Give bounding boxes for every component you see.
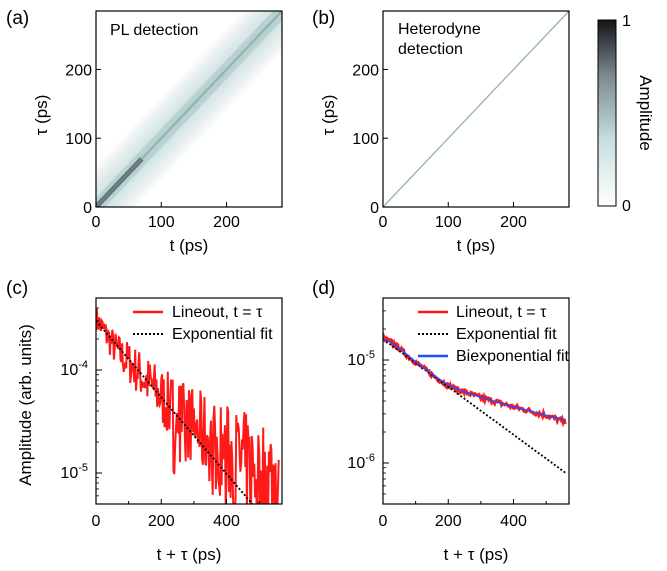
ytick-label-b: 100 — [352, 131, 379, 148]
ylabel-b: τ (ps) — [319, 95, 338, 136]
ytick-label-a: 200 — [65, 62, 92, 79]
ytick-label-a: 100 — [65, 131, 92, 148]
legend-c: Lineout, t = τ Exponential fit — [133, 304, 273, 343]
xtick-label-c: 0 — [92, 513, 101, 530]
legend-entry-lineout-c: Lineout, t = τ — [172, 304, 263, 321]
colorbar-tick-low: 0 — [622, 198, 631, 215]
panel-label-c: (c) — [6, 278, 28, 299]
series-biexpfit-d — [383, 338, 566, 422]
heatmap-title-b-line1: Heterodyne — [398, 21, 481, 38]
ytick-label-d: 10-5 — [347, 349, 375, 369]
diagonal-b — [383, 11, 569, 207]
plot-frame-a — [95, 10, 283, 208]
series-expfit-d — [383, 338, 567, 474]
heatmap-diagonal-a — [96, 11, 282, 207]
panel-a: (a) PL detection 0 100 200 0 100 200 t (ps) τ… — [6, 8, 283, 255]
xtick-label-c: 400 — [213, 513, 240, 530]
xtick-label-c: 200 — [148, 513, 175, 530]
xtick-label-b: 100 — [435, 214, 462, 231]
panel-d: (d) 0 200 400 10-5 10-6 Lineout, t = τ Expon… — [312, 278, 570, 564]
heatmap-title-b-line2: detection — [398, 41, 463, 58]
heatmap-b — [383, 11, 569, 207]
xtick-label-a: 200 — [213, 214, 240, 231]
panel-label-d: (d) — [312, 278, 335, 299]
colorbar-gradient — [597, 19, 617, 207]
panel-c: (c) 0 200 400 10-4 10-5 Lineout, t = τ Expon… — [6, 278, 283, 564]
panel-label-b: (b) — [312, 8, 335, 29]
heatmap-a — [96, 11, 282, 207]
colorbar-tick-high: 1 — [622, 13, 631, 30]
colorbar: 1 0 Amplitude — [597, 13, 655, 215]
ytick-label-b: 200 — [352, 62, 379, 79]
xtick-label-b: 0 — [379, 214, 388, 231]
plot-frame-b — [382, 10, 570, 208]
legend-entry-biexpfit-d: Biexponential fit — [456, 348, 570, 365]
legend-entry-lineout-d: Lineout, t = τ — [456, 304, 547, 321]
series-expfit-c — [96, 320, 254, 504]
series-lineout-c — [96, 308, 280, 504]
panel-label-a: (a) — [6, 8, 29, 29]
ytick-label-c: 10-4 — [60, 359, 88, 379]
xlabel-b: t (ps) — [457, 236, 496, 255]
xtick-label-d: 200 — [435, 513, 462, 530]
xtick-label-b: 200 — [500, 214, 527, 231]
ytick-label-a: 0 — [83, 200, 92, 217]
ylabel-c: Amplitude (arb. units) — [16, 324, 35, 486]
legend-d: Lineout, t = τ Exponential fit Biexponen… — [418, 304, 570, 365]
xtick-label-a: 100 — [148, 214, 175, 231]
xlabel-d: t + τ (ps) — [444, 545, 509, 564]
panel-b: (b) Heterodyne detection 0 100 2000100200 … — [312, 8, 655, 255]
xlabel-a: t (ps) — [170, 236, 209, 255]
xlabel-c: t + τ (ps) — [157, 545, 222, 564]
ytick-label-b: 0 — [370, 200, 379, 217]
xtick-label-d: 400 — [500, 513, 527, 530]
legend-entry-expfit-d: Exponential fit — [456, 326, 557, 343]
heatmap-title-a: PL detection — [110, 22, 198, 39]
ylabel-a: τ (ps) — [32, 95, 51, 136]
ytick-label-d: 10-6 — [347, 452, 375, 472]
xtick-label-a: 0 — [92, 214, 101, 231]
xtick-label-d: 0 — [379, 513, 388, 530]
ytick-label-c: 10-5 — [60, 462, 88, 482]
legend-entry-expfit-c: Exponential fit — [172, 326, 273, 343]
colorbar-label: Amplitude — [636, 75, 655, 151]
